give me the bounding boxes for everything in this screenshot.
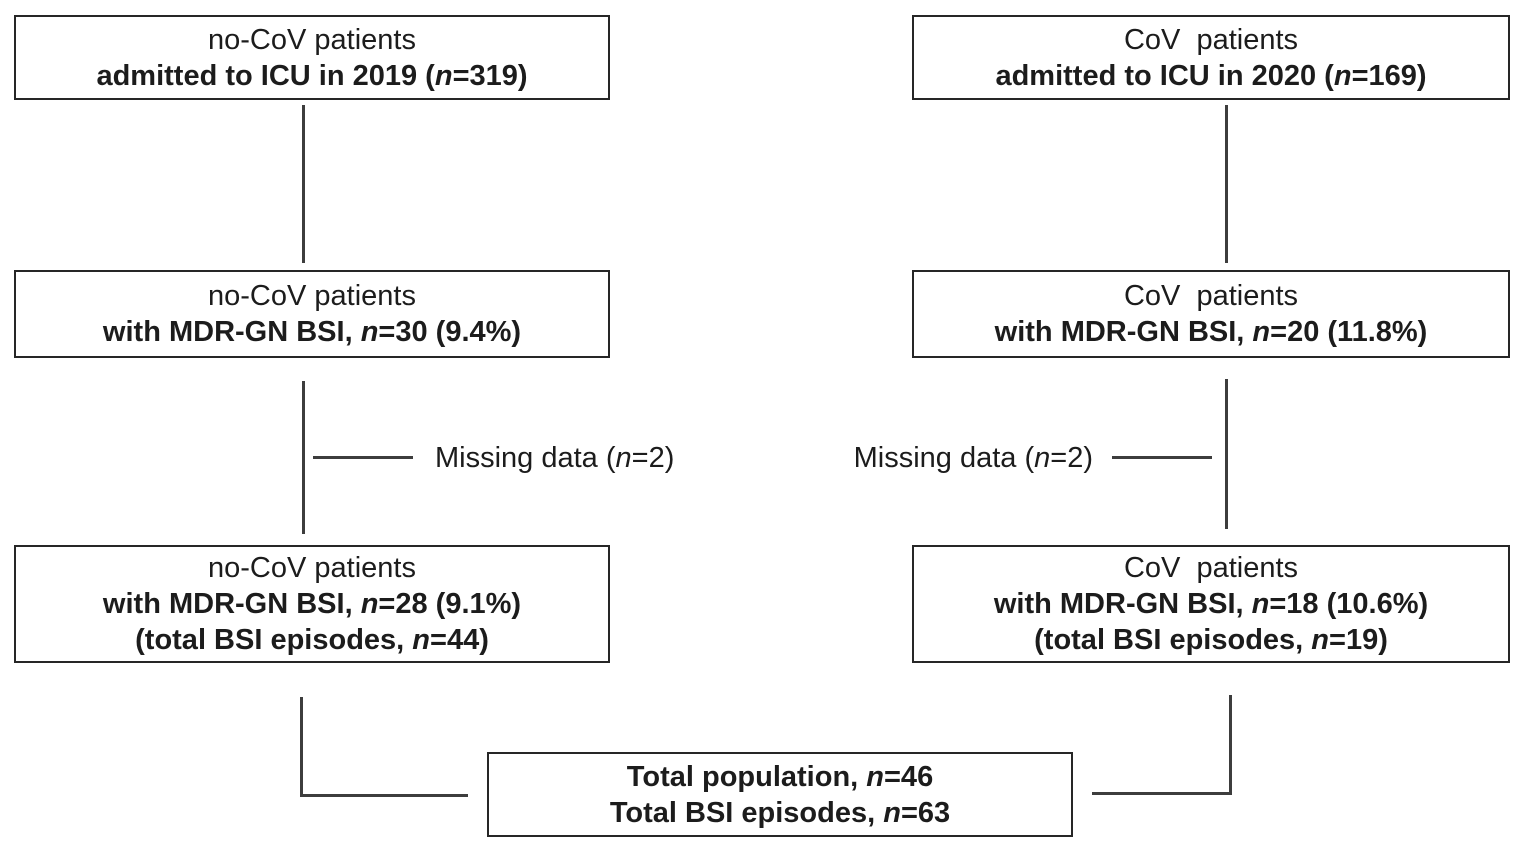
text-segment: with MDR-GN BSI, — [994, 316, 1253, 348]
box-cov-bsi-line2: with MDR-GN BSI, n=20 (11.8%) — [995, 314, 1428, 350]
text-segment: =169) — [1351, 59, 1427, 92]
text-segment: no-CoV patients — [208, 23, 416, 56]
missing-tick-right — [1112, 456, 1212, 459]
box-nocov-bsi-final-line2: with MDR-GN BSI, n=28 (9.1%) — [103, 586, 521, 622]
text-segment: =20 (11.8%) — [1270, 316, 1428, 348]
connector-left-mid — [302, 381, 305, 534]
box-nocov-bsi-final-line1: no-CoV patients — [208, 550, 416, 586]
box-cov-admitted-line2: admitted to ICU in 2020 (n=169) — [995, 58, 1426, 94]
box-nocov-admitted-line2: admitted to ICU in 2019 (n=319) — [96, 58, 527, 94]
n-symbol: n — [615, 442, 632, 474]
box-nocov-admitted-line1: no-CoV patients — [208, 22, 416, 58]
box-nocov-bsi-line1: no-CoV patients — [208, 278, 416, 314]
box-cov-bsi: CoV patients with MDR-GN BSI, n=20 (11.8… — [912, 270, 1510, 358]
text-segment: CoV patients — [1123, 280, 1299, 312]
text-segment: =319) — [452, 59, 528, 92]
text-segment: (total BSI episodes, — [135, 624, 413, 656]
box-cov-bsi-final-line1: CoV patients — [1124, 550, 1298, 586]
box-cov-bsi-final-line3: (total BSI episodes, n=19) — [1034, 622, 1388, 658]
n-symbol: n — [360, 316, 379, 348]
box-total-population: Total population, n=46 Total BSI episode… — [487, 752, 1073, 837]
missing-tick-left — [313, 456, 413, 459]
box-cov-bsi-line1: CoV patients — [1124, 278, 1298, 314]
text-segment: Missing data ( — [853, 442, 1035, 474]
n-symbol: n — [1252, 316, 1271, 348]
box-cov-admitted: CoV patients admitted to ICU in 2020 (n=… — [912, 15, 1510, 100]
text-segment: =30 (9.4%) — [378, 316, 522, 348]
connector-right-elbow-horizontal — [1092, 792, 1232, 795]
box-nocov-bsi: no-CoV patients with MDR-GN BSI, n=30 (9… — [14, 270, 610, 358]
connector-left-top — [302, 105, 305, 263]
box-nocov-bsi-final: no-CoV patients with MDR-GN BSI, n=28 (9… — [14, 545, 610, 663]
text-segment: =44) — [430, 624, 489, 656]
text-segment: =2) — [1050, 442, 1093, 474]
box-nocov-bsi-line2: with MDR-GN BSI, n=30 (9.4%) — [103, 314, 521, 350]
text-segment: with MDR-GN BSI, — [102, 588, 361, 620]
text-segment: =28 (9.1%) — [378, 588, 522, 620]
text-segment: (total BSI episodes, — [1034, 624, 1312, 656]
text-segment: =2) — [631, 442, 675, 474]
text-segment: =18 (10.6%) — [1269, 588, 1429, 620]
n-symbol: n — [434, 59, 453, 92]
text-segment: with MDR-GN BSI, — [993, 588, 1252, 620]
connector-left-elbow-horizontal — [300, 794, 468, 797]
missing-data-label-left: Missing data (n=2) — [435, 440, 674, 476]
box-cov-bsi-final: CoV patients with MDR-GN BSI, n=18 (10.6… — [912, 545, 1510, 663]
box-cov-admitted-line1: CoV patients — [1124, 22, 1298, 58]
text-segment: =63 — [900, 796, 951, 829]
n-symbol: n — [1311, 624, 1330, 656]
n-symbol: n — [1034, 442, 1051, 474]
text-segment: no-CoV patients — [208, 552, 416, 584]
text-segment: Total population, — [626, 760, 867, 793]
text-segment: =19) — [1329, 624, 1388, 656]
text-segment: admitted to ICU in 2020 ( — [995, 59, 1334, 92]
text-segment: no-CoV patients — [208, 280, 416, 312]
n-symbol: n — [1333, 59, 1352, 92]
box-nocov-admitted: no-CoV patients admitted to ICU in 2019 … — [14, 15, 610, 100]
text-segment: =46 — [884, 760, 934, 793]
text-segment: CoV patients — [1123, 552, 1299, 584]
box-nocov-bsi-final-line3: (total BSI episodes, n=44) — [135, 622, 489, 658]
box-cov-bsi-final-line2: with MDR-GN BSI, n=18 (10.6%) — [994, 586, 1428, 622]
connector-right-mid — [1225, 379, 1228, 529]
box-total-line1: Total population, n=46 — [627, 759, 933, 795]
box-total-line2: Total BSI episodes, n=63 — [610, 795, 950, 831]
n-symbol: n — [883, 796, 901, 829]
n-symbol: n — [360, 588, 379, 620]
n-symbol: n — [412, 624, 431, 656]
text-segment: Missing data ( — [435, 442, 616, 474]
connector-right-elbow-vertical — [1229, 695, 1232, 795]
text-segment: Total BSI episodes, — [609, 796, 884, 829]
connector-left-elbow-vertical — [300, 697, 303, 797]
missing-data-label-right: Missing data (n=2) — [854, 440, 1093, 476]
text-segment: with MDR-GN BSI, — [102, 316, 361, 348]
n-symbol: n — [866, 760, 884, 793]
text-segment: CoV patients — [1123, 23, 1299, 56]
n-symbol: n — [1251, 588, 1270, 620]
text-segment: admitted to ICU in 2019 ( — [96, 59, 435, 92]
connector-right-top — [1225, 105, 1228, 263]
